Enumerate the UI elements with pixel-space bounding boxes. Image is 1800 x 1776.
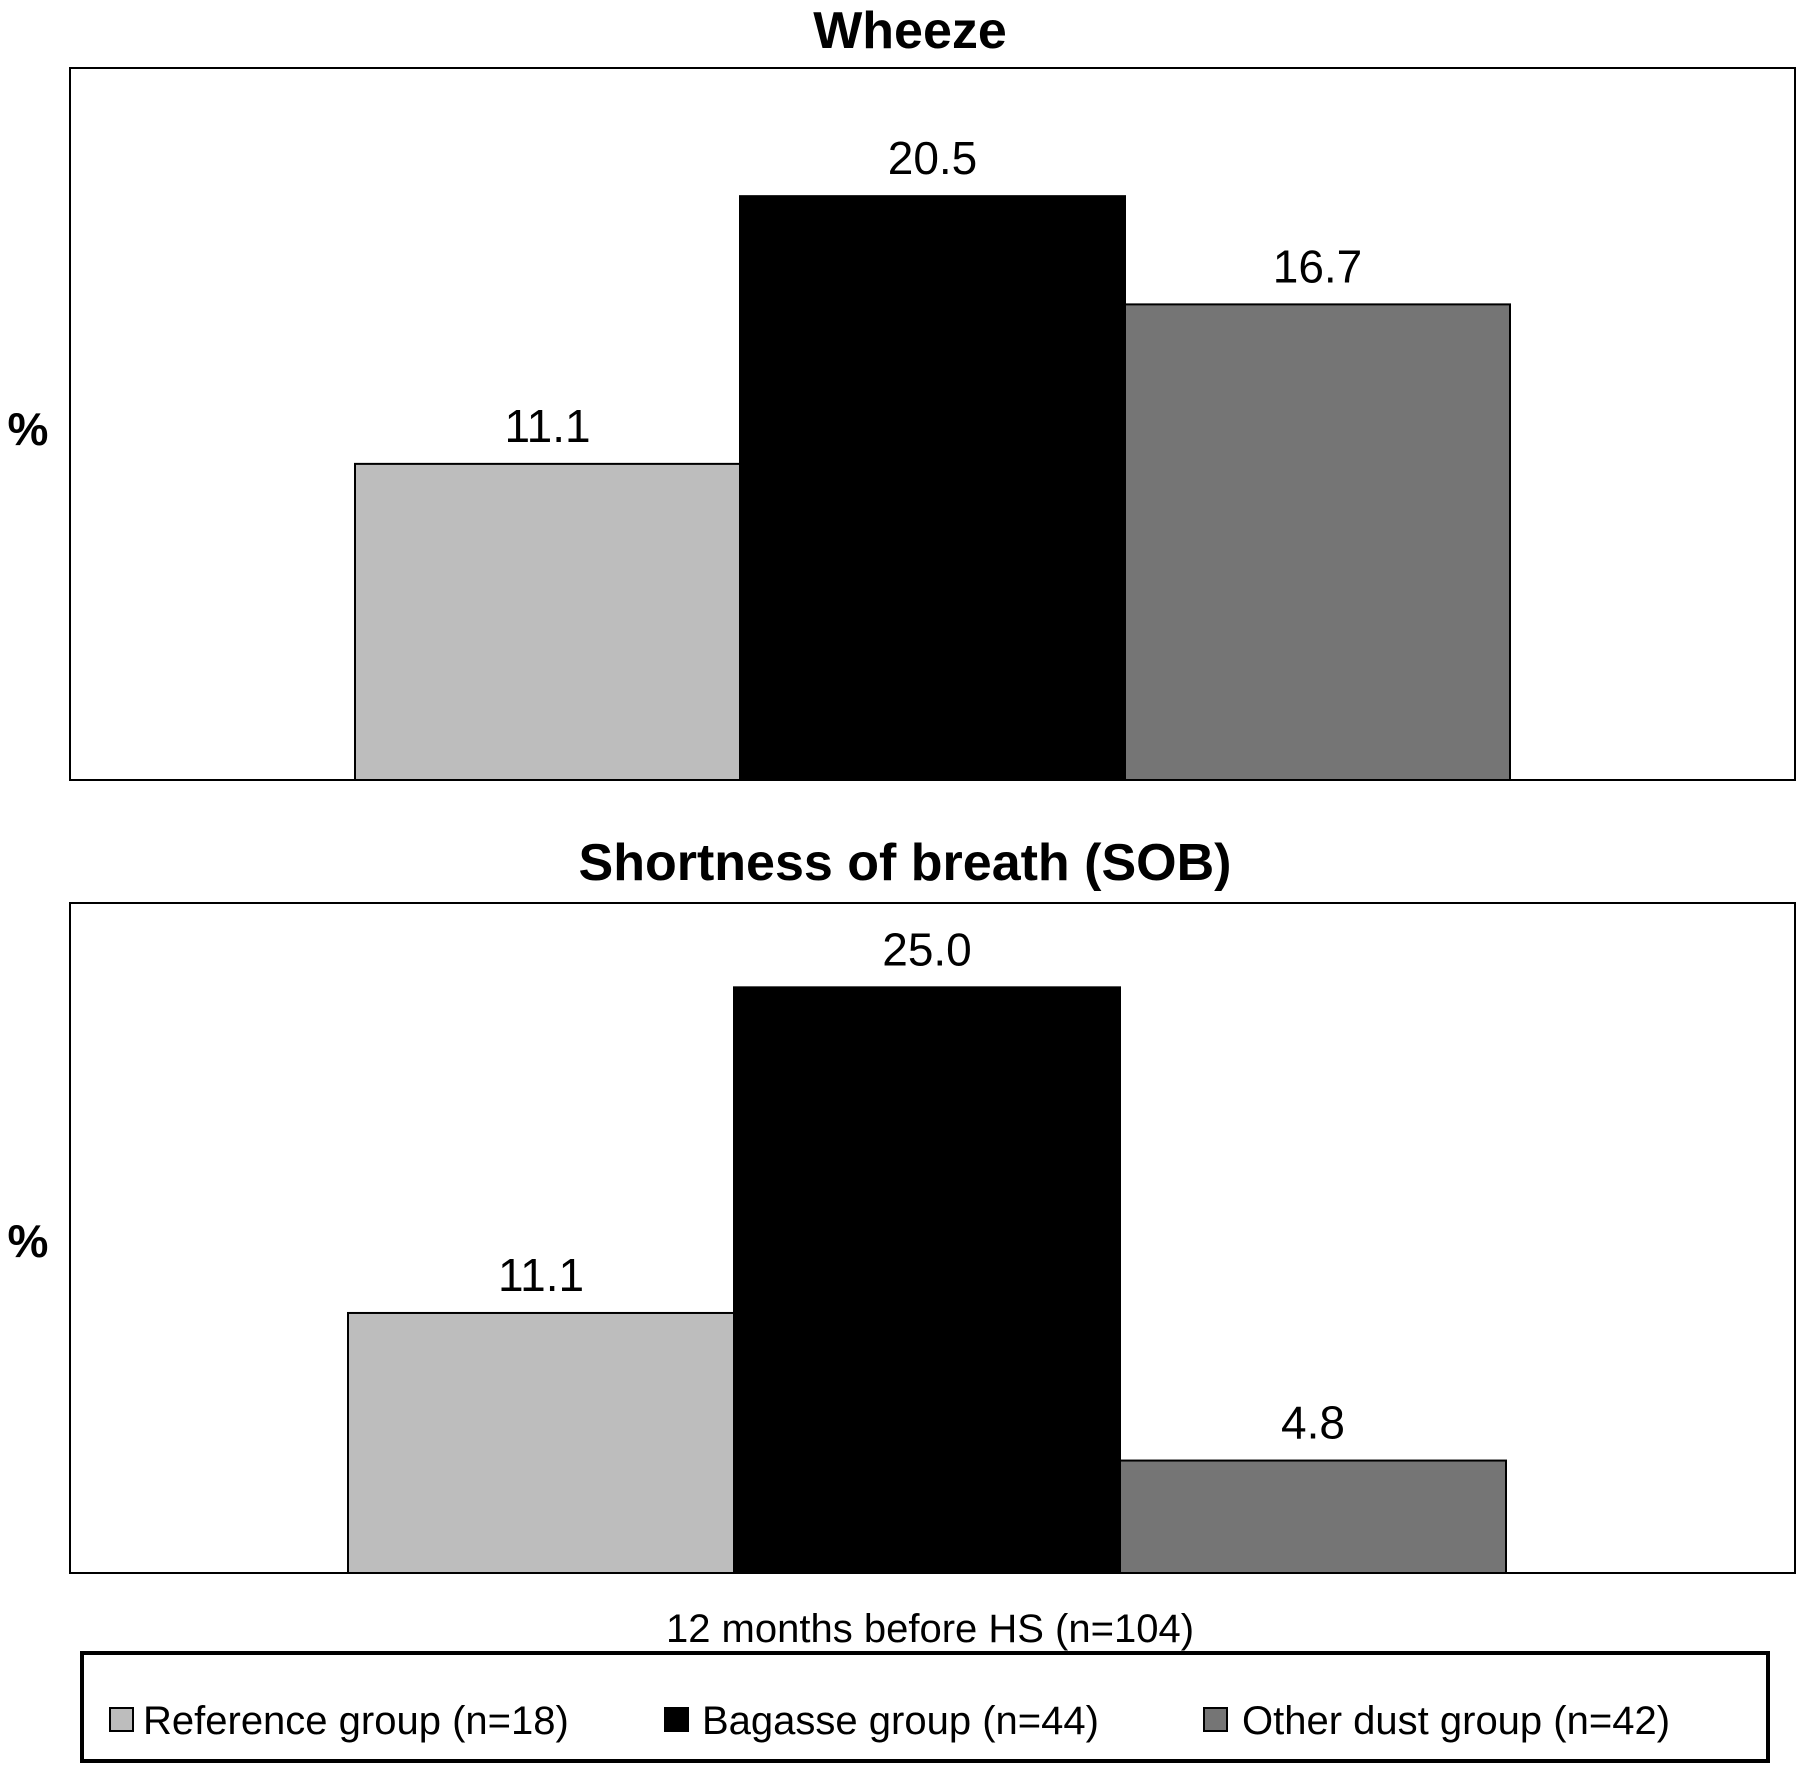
legend-swatch-bagasse — [664, 1707, 689, 1732]
y-axis-label-sob: % — [8, 1215, 49, 1267]
data-label-wheeze-reference: 11.1 — [504, 400, 590, 452]
data-label-wheeze-other-dust: 16.7 — [1273, 240, 1363, 292]
chart-title-sob: Shortness of breath (SOB) — [579, 834, 1232, 892]
data-label-sob-bagasse: 25.0 — [882, 923, 972, 975]
legend-swatch-other-dust — [1203, 1707, 1228, 1732]
data-label-sob-reference: 11.1 — [498, 1249, 584, 1301]
legend-label-reference: Reference group (n=18) — [143, 1699, 569, 1743]
bar-wheeze-bagasse — [739, 195, 1126, 782]
bar-sob-other-dust — [1119, 1459, 1507, 1575]
bar-group-wheeze: 11.1 20.5 16.7 — [354, 132, 1511, 782]
bar-sob-reference — [347, 1311, 735, 1575]
legend-label-bagasse: Bagasse group (n=44) — [702, 1699, 1099, 1743]
bar-sob-bagasse — [733, 986, 1121, 1574]
chart-title-wheeze: Wheeze — [813, 2, 1007, 60]
x-axis-category-label: 12 months before HS (n=104) — [666, 1607, 1194, 1651]
data-label-wheeze-bagasse: 20.5 — [888, 132, 978, 184]
data-label-sob-other-dust: 4.8 — [1281, 1397, 1345, 1449]
legend-swatch-reference — [109, 1707, 134, 1732]
bar-wheeze-other-dust — [1124, 303, 1511, 781]
y-axis-label-wheeze: % — [8, 403, 49, 455]
bar-wheeze-reference — [354, 462, 741, 781]
legend-label-other-dust: Other dust group (n=42) — [1242, 1699, 1670, 1743]
bar-group-sob: 11.1 25.0 4.8 — [347, 923, 1507, 1575]
legend-box — [80, 1651, 1770, 1763]
legend: Reference group (n=18) Bagasse group (n=… — [80, 1651, 1770, 1763]
